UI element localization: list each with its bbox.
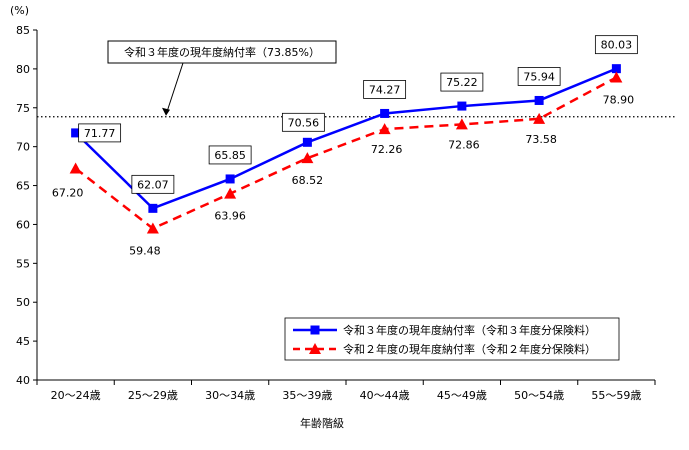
reference-callout-arrow bbox=[165, 62, 184, 115]
reference-callout-arrowhead bbox=[162, 107, 170, 116]
data-label-box bbox=[78, 123, 122, 143]
data-label-box bbox=[281, 112, 325, 132]
data-label: 68.52 bbox=[292, 174, 324, 187]
data-label: 73.58 bbox=[525, 133, 557, 146]
x-axis-title: 年齢階級 bbox=[300, 416, 344, 430]
data-label: 78.90 bbox=[603, 93, 635, 106]
x-tick-label: 35～39歳 bbox=[282, 389, 332, 402]
x-tick-label: 40～44歳 bbox=[360, 389, 410, 402]
y-tick-label: 40 bbox=[16, 374, 30, 387]
series-point-marker bbox=[610, 71, 623, 83]
y-tick-label: 50 bbox=[16, 296, 30, 309]
legend-label: 令和３年度の現年度納付率（令和３年度分保険料） bbox=[343, 323, 596, 337]
x-axis-ticks: 20～24歳 25～29歳 30～34歳 35～39歳 40～44歳 45～49歳 50～5… bbox=[36, 380, 656, 402]
data-label-box bbox=[363, 80, 407, 99]
series-point-marker bbox=[533, 112, 546, 124]
y-tick-label: 60 bbox=[16, 218, 30, 231]
data-label: 67.20 bbox=[52, 186, 84, 199]
series-point-marker bbox=[302, 137, 312, 147]
data-label: 62.07 bbox=[137, 178, 169, 191]
y-tick-label: 70 bbox=[16, 141, 30, 154]
series-point-marker bbox=[301, 152, 314, 164]
y-tick-label: 75 bbox=[16, 102, 30, 115]
x-tick-label: 30～34歳 bbox=[205, 389, 255, 402]
x-tick-label: 45～49歳 bbox=[437, 389, 487, 402]
legend-marker bbox=[309, 343, 321, 354]
y-axis-ticks: 40 45 50 55 60 65 70 75 80 85 bbox=[16, 24, 37, 387]
data-label: 75.94 bbox=[523, 70, 555, 83]
data-label-box bbox=[131, 174, 175, 194]
data-label: 70.56 bbox=[288, 116, 320, 129]
series-point-marker bbox=[534, 95, 544, 105]
series-point-marker bbox=[225, 174, 235, 184]
series-point-marker bbox=[224, 187, 237, 199]
series-point-marker bbox=[455, 118, 468, 130]
data-label-box bbox=[208, 145, 252, 165]
series-line bbox=[74, 76, 617, 230]
y-tick-label: 55 bbox=[16, 257, 30, 270]
data-label-box bbox=[517, 67, 561, 86]
reference-callout-label: 令和３年度の現年度納付率（73.85%） bbox=[124, 45, 320, 59]
y-tick-label: 65 bbox=[16, 180, 30, 193]
x-tick-label: 20～24歳 bbox=[51, 389, 101, 402]
x-tick-label: 25～29歳 bbox=[128, 389, 178, 402]
x-tick-label: 55～59歳 bbox=[591, 389, 641, 402]
reference-line-group: 令和３年度の現年度納付率（73.85%） bbox=[37, 40, 677, 118]
x-tick-label: 50～54歳 bbox=[514, 389, 564, 402]
data-label: 59.48 bbox=[129, 244, 161, 257]
data-label: 72.26 bbox=[371, 143, 403, 156]
data-label: 75.22 bbox=[446, 76, 478, 89]
series-point-marker bbox=[611, 64, 621, 74]
data-label: 63.96 bbox=[214, 210, 246, 223]
reference-callout-box bbox=[107, 40, 337, 64]
data-label-box bbox=[594, 35, 638, 55]
y-tick-label: 80 bbox=[16, 63, 30, 76]
data-label: 74.27 bbox=[369, 83, 401, 96]
data-label: 65.85 bbox=[214, 149, 246, 162]
series-point-marker bbox=[148, 203, 158, 213]
legend-label: 令和２年度の現年度納付率（令和２年度分保険料） bbox=[343, 342, 596, 356]
data-label-box bbox=[440, 72, 484, 92]
legend: 令和３年度の現年度納付率（令和３年度分保険料） 令和２年度の現年度納付率（令和２年… bbox=[284, 317, 620, 361]
series-point-marker bbox=[71, 128, 81, 138]
data-label: 71.77 bbox=[84, 127, 116, 140]
series-point-marker bbox=[457, 101, 467, 111]
series-group: 71.77 62.07 65.85 70.56 74.27 75.22 75.94 80.03… bbox=[52, 35, 638, 257]
series-point-marker bbox=[146, 222, 159, 234]
y-unit-label: (%) bbox=[10, 4, 29, 17]
series-point-marker bbox=[378, 123, 391, 135]
series-point-marker bbox=[69, 162, 82, 174]
data-label: 80.03 bbox=[601, 39, 633, 52]
data-label: 72.86 bbox=[448, 138, 480, 151]
series-point-marker bbox=[380, 108, 390, 118]
legend-marker bbox=[310, 325, 320, 335]
series-line bbox=[74, 67, 617, 210]
y-tick-label: 85 bbox=[16, 24, 30, 37]
legend-box bbox=[284, 317, 620, 361]
y-tick-label: 45 bbox=[16, 335, 30, 348]
